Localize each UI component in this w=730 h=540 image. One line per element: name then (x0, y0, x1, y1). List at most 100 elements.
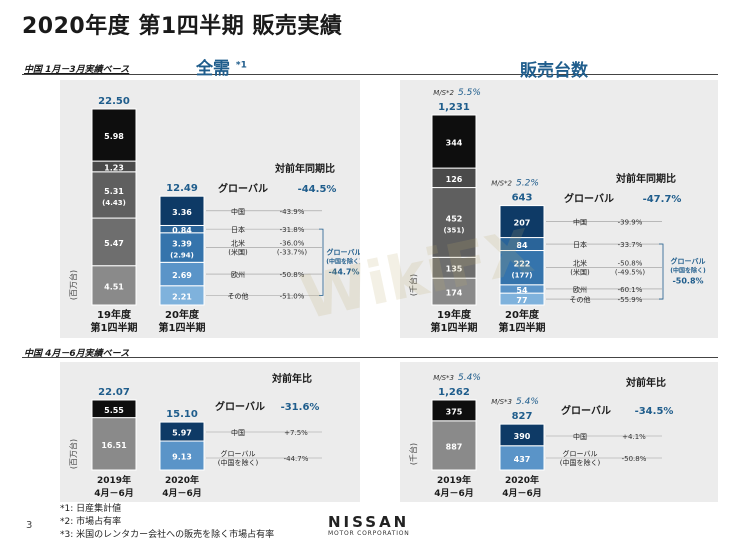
chart-total-demand-q1: (百万台) 4.51 5.47 5.31 (4.43) 1.23 5.98 22.50 19年度… (68, 96, 362, 334)
market-share-label: M/S*2 (491, 180, 512, 188)
segment-label: 1.23 (104, 163, 124, 172)
segment-label: 4.51 (104, 282, 124, 291)
bar-segment (431, 187, 477, 258)
footnote-1: *1: 日産集計値 (60, 504, 122, 514)
bar-segment (499, 205, 545, 239)
excl-china-label: グローバル (327, 247, 360, 256)
category-label: 4月－6月 (94, 488, 134, 499)
category-label: 2019年 (97, 474, 131, 486)
region-yoy: -44.7% (284, 455, 309, 463)
excl-china-value: -44.7% (328, 267, 359, 276)
bar-segment (431, 114, 477, 169)
segment-label: 77 (516, 296, 527, 305)
segment-sublabel: (2.94) (170, 252, 194, 260)
divider-top (22, 74, 718, 75)
segment-label: 5.47 (104, 239, 124, 248)
region-yoy: -50.8% (622, 455, 647, 463)
bar-total: 22.07 (98, 387, 130, 398)
segment-label: 84 (516, 241, 528, 250)
region-yoy: -39.9% (618, 219, 643, 227)
region-yoy: -31.8% (280, 226, 305, 234)
nissan-logo-sub: MOTOR CORPORATION (328, 530, 410, 537)
region-name: その他 (228, 291, 249, 300)
unit-label: (百万台) (68, 439, 78, 469)
segment-label: 54 (516, 286, 528, 295)
region-name: グローバル (563, 449, 598, 458)
bar-segment (499, 445, 545, 471)
region-yoy: -51.0% (280, 292, 305, 300)
divider-bottom (22, 357, 718, 358)
bar-segment (499, 423, 545, 447)
segment-label: 887 (446, 442, 463, 451)
segment-label: 5.98 (104, 132, 124, 141)
category-label: 2020年 (165, 474, 199, 486)
page-title: 2020年度 第1四半期 販売実績 (22, 14, 343, 39)
panel-unit-sales-apr-jun: (千台) 887 375 1,262 M/S*3 5.4% 2019年 4月－6月 437 390… (400, 362, 718, 502)
base-label-top: 中国 1月－3月実績ベース (24, 65, 130, 75)
global-label: グローバル (215, 400, 265, 413)
panel-unit-sales-q1: (千台) 174 135 452 (351) 126 344 1,231 M/S*2 5.5% 19… (400, 80, 718, 338)
yoy-header: 対前年同期比 (615, 172, 676, 185)
bar-segment (431, 420, 477, 471)
segment-label: 5.55 (104, 406, 124, 415)
chart-unit-sales-apr-jun: (千台) 887 375 1,262 M/S*3 5.4% 2019年 4月－6月 437 390… (408, 373, 673, 499)
category-label: 20年度 (165, 308, 200, 321)
region-name: グローバル (221, 449, 256, 458)
category-label: 19年度 (97, 308, 132, 321)
segment-label: 222 (514, 260, 531, 269)
segment-label: 174 (446, 289, 463, 298)
segment-label: 375 (446, 407, 463, 416)
segment-sublabel: (351) (443, 226, 464, 234)
market-share-value: 5.4% (516, 397, 539, 407)
bar-total: 1,262 (438, 387, 470, 398)
region-name: 日本 (231, 225, 245, 234)
bracket-excl-china (319, 228, 324, 296)
chart-total-demand-apr-jun: (百万台) 16.51 5.55 22.07 2019年 4月－6月 9.13 5.97 15.… (68, 372, 322, 499)
bar-total: 12.49 (166, 183, 198, 194)
global-value: -44.5% (298, 184, 337, 195)
segment-label: 3.39 (172, 240, 192, 249)
region-yoy: -33.7% (618, 241, 643, 249)
global-label: グローバル (561, 404, 611, 417)
region-name: 日本 (573, 240, 587, 249)
chart-unit-sales-q1: (千台) 174 135 452 (351) 126 344 1,231 M/S*2 5.5% 19… (408, 88, 706, 334)
bar-segment (91, 171, 137, 219)
category-label: 4月－6月 (434, 488, 474, 499)
region-name: その他 (570, 295, 591, 304)
yoy-header: 対前年同期比 (274, 162, 335, 175)
segment-label: 3.36 (172, 208, 192, 217)
category-label: 第1四半期 (159, 321, 206, 334)
market-share-label: M/S*3 (433, 374, 454, 382)
segment-label: 207 (514, 219, 531, 228)
bar-segment (159, 421, 205, 442)
bar-segment (499, 250, 545, 286)
global-label: グローバル (564, 192, 614, 205)
unit-label: (千台) (408, 443, 418, 465)
segment-label: 344 (446, 139, 463, 148)
bar-segment (91, 399, 137, 419)
panel-total-demand-apr-jun: (百万台) 16.51 5.55 22.07 2019年 4月－6月 9.13 5.97 15.… (60, 362, 360, 502)
region-yoy: -60.1% (618, 286, 643, 294)
segment-label: 135 (446, 265, 463, 274)
footnote-3: *3: 米国のレンタカー会社への販売を除く市場占有率 (60, 530, 275, 540)
panel-total-demand-q1: (百万台) 4.51 5.47 5.31 (4.43) 1.23 5.98 22.50 19年度… (60, 80, 362, 338)
segment-label: 437 (514, 455, 531, 464)
bar-total: 15.10 (166, 409, 198, 420)
bar-segment (159, 440, 205, 471)
bar-segment (159, 195, 205, 226)
market-share-value: 5.5% (458, 88, 481, 98)
market-share-label: M/S*3 (491, 398, 512, 406)
excl-china-value: -50.8% (672, 277, 703, 286)
global-value: -31.6% (281, 402, 320, 413)
segment-label: 16.51 (101, 441, 127, 450)
region-yoy: -50.8% (280, 271, 305, 279)
base-label-bottom: 中国 4月－6月実績ベース (24, 349, 130, 359)
category-label: 2019年 (437, 474, 471, 486)
market-share-value: 5.4% (458, 373, 481, 383)
category-label: 第1四半期 (91, 321, 138, 334)
region-yoy: -43.9% (280, 208, 305, 216)
segment-label: 126 (446, 175, 463, 184)
region-yoy-sub: (-49.5%) (615, 269, 645, 277)
global-label: グローバル (218, 182, 268, 195)
region-name: 欧州 (231, 270, 245, 279)
